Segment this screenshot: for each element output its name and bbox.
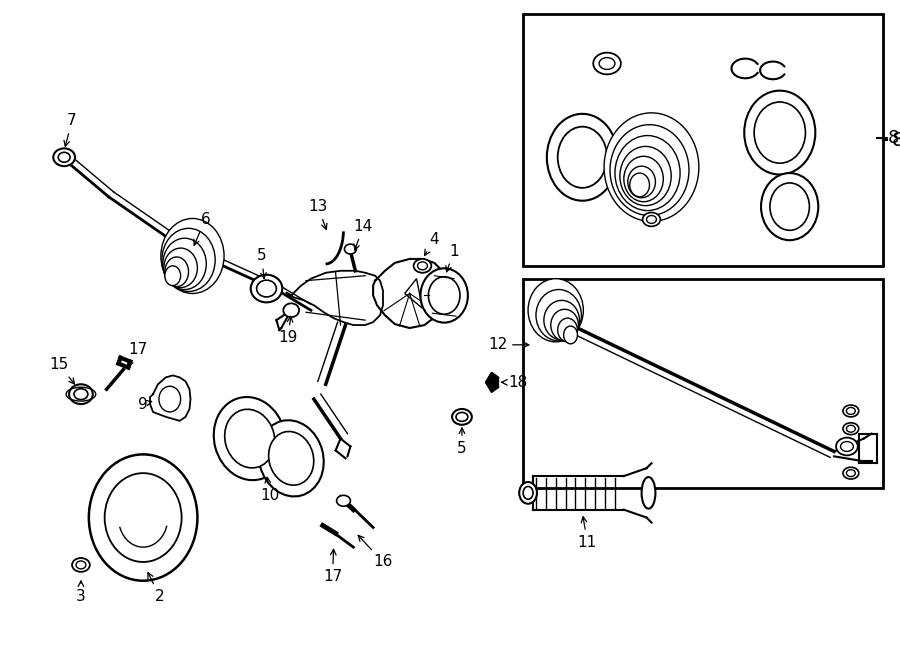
- Ellipse shape: [69, 384, 93, 404]
- Ellipse shape: [418, 262, 428, 270]
- Ellipse shape: [414, 259, 431, 273]
- Ellipse shape: [523, 486, 533, 499]
- Ellipse shape: [72, 558, 90, 572]
- Polygon shape: [486, 372, 499, 392]
- Text: 10: 10: [260, 477, 279, 503]
- Text: 17: 17: [323, 549, 342, 584]
- Ellipse shape: [593, 53, 621, 74]
- Ellipse shape: [628, 166, 655, 198]
- Text: 8: 8: [892, 131, 900, 150]
- Ellipse shape: [213, 397, 285, 480]
- Ellipse shape: [428, 277, 460, 314]
- Ellipse shape: [104, 473, 182, 562]
- Text: 7: 7: [64, 113, 76, 146]
- Ellipse shape: [89, 454, 197, 581]
- Ellipse shape: [836, 438, 858, 455]
- Text: 4: 4: [425, 232, 439, 255]
- Text: 5: 5: [457, 428, 467, 456]
- Ellipse shape: [610, 125, 689, 215]
- Ellipse shape: [846, 407, 855, 414]
- Ellipse shape: [599, 58, 615, 69]
- Ellipse shape: [843, 467, 859, 479]
- Text: 9: 9: [139, 397, 152, 412]
- Ellipse shape: [642, 477, 655, 509]
- Ellipse shape: [536, 290, 581, 341]
- Ellipse shape: [624, 156, 663, 202]
- Text: 8: 8: [887, 128, 899, 147]
- Ellipse shape: [337, 495, 350, 506]
- Ellipse shape: [558, 318, 578, 342]
- Ellipse shape: [744, 91, 815, 175]
- Bar: [523, 14, 884, 266]
- Ellipse shape: [164, 248, 197, 288]
- Text: 19: 19: [278, 317, 298, 346]
- Ellipse shape: [615, 136, 680, 211]
- Text: 2: 2: [148, 572, 165, 604]
- Ellipse shape: [76, 561, 86, 569]
- Text: 3: 3: [76, 581, 86, 604]
- Ellipse shape: [456, 412, 468, 421]
- Bar: [523, 279, 884, 488]
- Ellipse shape: [843, 405, 859, 417]
- Ellipse shape: [53, 148, 75, 166]
- Ellipse shape: [604, 113, 698, 221]
- Ellipse shape: [161, 219, 224, 293]
- Ellipse shape: [528, 279, 583, 342]
- Ellipse shape: [843, 423, 859, 435]
- Ellipse shape: [547, 114, 618, 201]
- Text: 18: 18: [501, 375, 527, 390]
- Ellipse shape: [225, 409, 274, 468]
- Ellipse shape: [258, 420, 324, 496]
- Text: 12: 12: [488, 337, 529, 352]
- Ellipse shape: [74, 389, 88, 400]
- Text: 1: 1: [446, 243, 459, 272]
- Ellipse shape: [544, 300, 580, 340]
- Ellipse shape: [563, 326, 578, 344]
- Ellipse shape: [846, 470, 855, 477]
- Text: 15: 15: [50, 357, 75, 384]
- Ellipse shape: [452, 409, 472, 425]
- Ellipse shape: [558, 127, 607, 188]
- Ellipse shape: [841, 442, 853, 451]
- Ellipse shape: [643, 213, 661, 226]
- Ellipse shape: [420, 268, 468, 323]
- Ellipse shape: [551, 309, 579, 341]
- Ellipse shape: [162, 228, 215, 292]
- Text: 11: 11: [578, 517, 597, 550]
- Ellipse shape: [268, 432, 314, 485]
- Text: 17: 17: [128, 342, 148, 366]
- Text: 5: 5: [256, 249, 266, 278]
- Ellipse shape: [754, 102, 806, 163]
- Ellipse shape: [345, 244, 356, 254]
- Ellipse shape: [630, 173, 650, 197]
- Ellipse shape: [284, 303, 299, 317]
- Ellipse shape: [761, 173, 818, 240]
- Ellipse shape: [163, 238, 206, 290]
- Ellipse shape: [165, 257, 188, 287]
- Text: 16: 16: [358, 535, 392, 570]
- Ellipse shape: [770, 183, 809, 230]
- Ellipse shape: [620, 147, 671, 206]
- Ellipse shape: [646, 215, 656, 223]
- Ellipse shape: [846, 425, 855, 432]
- Ellipse shape: [251, 275, 283, 302]
- Ellipse shape: [58, 152, 70, 162]
- Text: 13: 13: [308, 199, 328, 229]
- Text: 14: 14: [354, 219, 373, 250]
- Ellipse shape: [165, 266, 181, 286]
- Ellipse shape: [256, 280, 276, 297]
- Ellipse shape: [519, 482, 537, 504]
- Text: 6: 6: [194, 212, 211, 245]
